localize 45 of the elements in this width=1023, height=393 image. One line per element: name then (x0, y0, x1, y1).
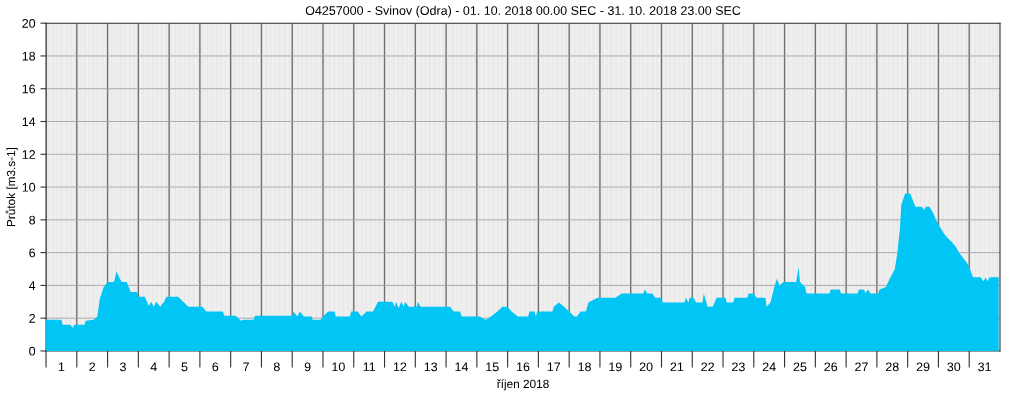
x-tick-label: 30 (947, 362, 961, 372)
y-tick-label: 12 (22, 150, 35, 159)
y-tick-label: 6 (29, 248, 36, 258)
x-tick-label: 9 (304, 362, 311, 372)
x-tick-label: 28 (885, 362, 899, 372)
x-tick-label: 10 (332, 362, 345, 372)
x-tick-label: 7 (243, 362, 249, 372)
y-tick-label: 18 (22, 51, 36, 61)
x-tick-label: 14 (455, 362, 469, 372)
x-tick-label: 21 (670, 362, 684, 372)
y-tick-label: 16 (22, 84, 36, 94)
x-tick-label: 6 (212, 362, 219, 372)
x-tick-label: 4 (150, 362, 157, 372)
x-tick-label: 16 (517, 362, 530, 372)
x-tick-label: 26 (824, 362, 838, 372)
x-tick-label: 18 (578, 362, 591, 372)
x-tick-label: 5 (181, 362, 188, 372)
y-tick-label: 10 (22, 182, 36, 192)
y-tick-label: 4 (28, 281, 36, 290)
y-axis-title: Průtok [m3.s-1] (5, 147, 18, 227)
x-tick-label: 2 (89, 362, 96, 372)
y-tick-label: 2 (29, 313, 35, 323)
x-tick-label: 23 (732, 362, 745, 372)
x-tick-label: 12 (393, 362, 407, 372)
x-tick-label: 25 (793, 362, 807, 372)
x-tick-label: 24 (762, 362, 776, 372)
x-axis-title: říjen 2018 (497, 379, 549, 391)
x-tick-label: 22 (701, 362, 714, 372)
y-tick-label: 20 (22, 18, 36, 28)
x-tick-label: 20 (639, 362, 653, 372)
y-tick-label: 0 (29, 346, 36, 356)
x-tick-label: 1 (58, 362, 65, 372)
y-tick-label: 8 (29, 215, 36, 225)
x-tick-label: 17 (547, 362, 561, 372)
x-tick-label: 29 (916, 362, 930, 372)
x-tick-label: 13 (424, 362, 438, 372)
chart-title: O4257000 - Svinov (Odra) - 01. 10. 2018 00.00 SEC - 31. 10. 2018 23.00 SEC (305, 5, 741, 18)
x-tick-label: 31 (978, 362, 991, 372)
y-tick-label: 14 (22, 117, 36, 127)
x-tick-label: 11 (363, 362, 376, 372)
x-tick-label: 15 (486, 362, 499, 372)
x-tick-label: 19 (609, 362, 622, 372)
x-tick-label: 3 (119, 362, 126, 372)
x-tick-label: 27 (855, 362, 868, 372)
x-tick-label: 8 (273, 362, 280, 372)
